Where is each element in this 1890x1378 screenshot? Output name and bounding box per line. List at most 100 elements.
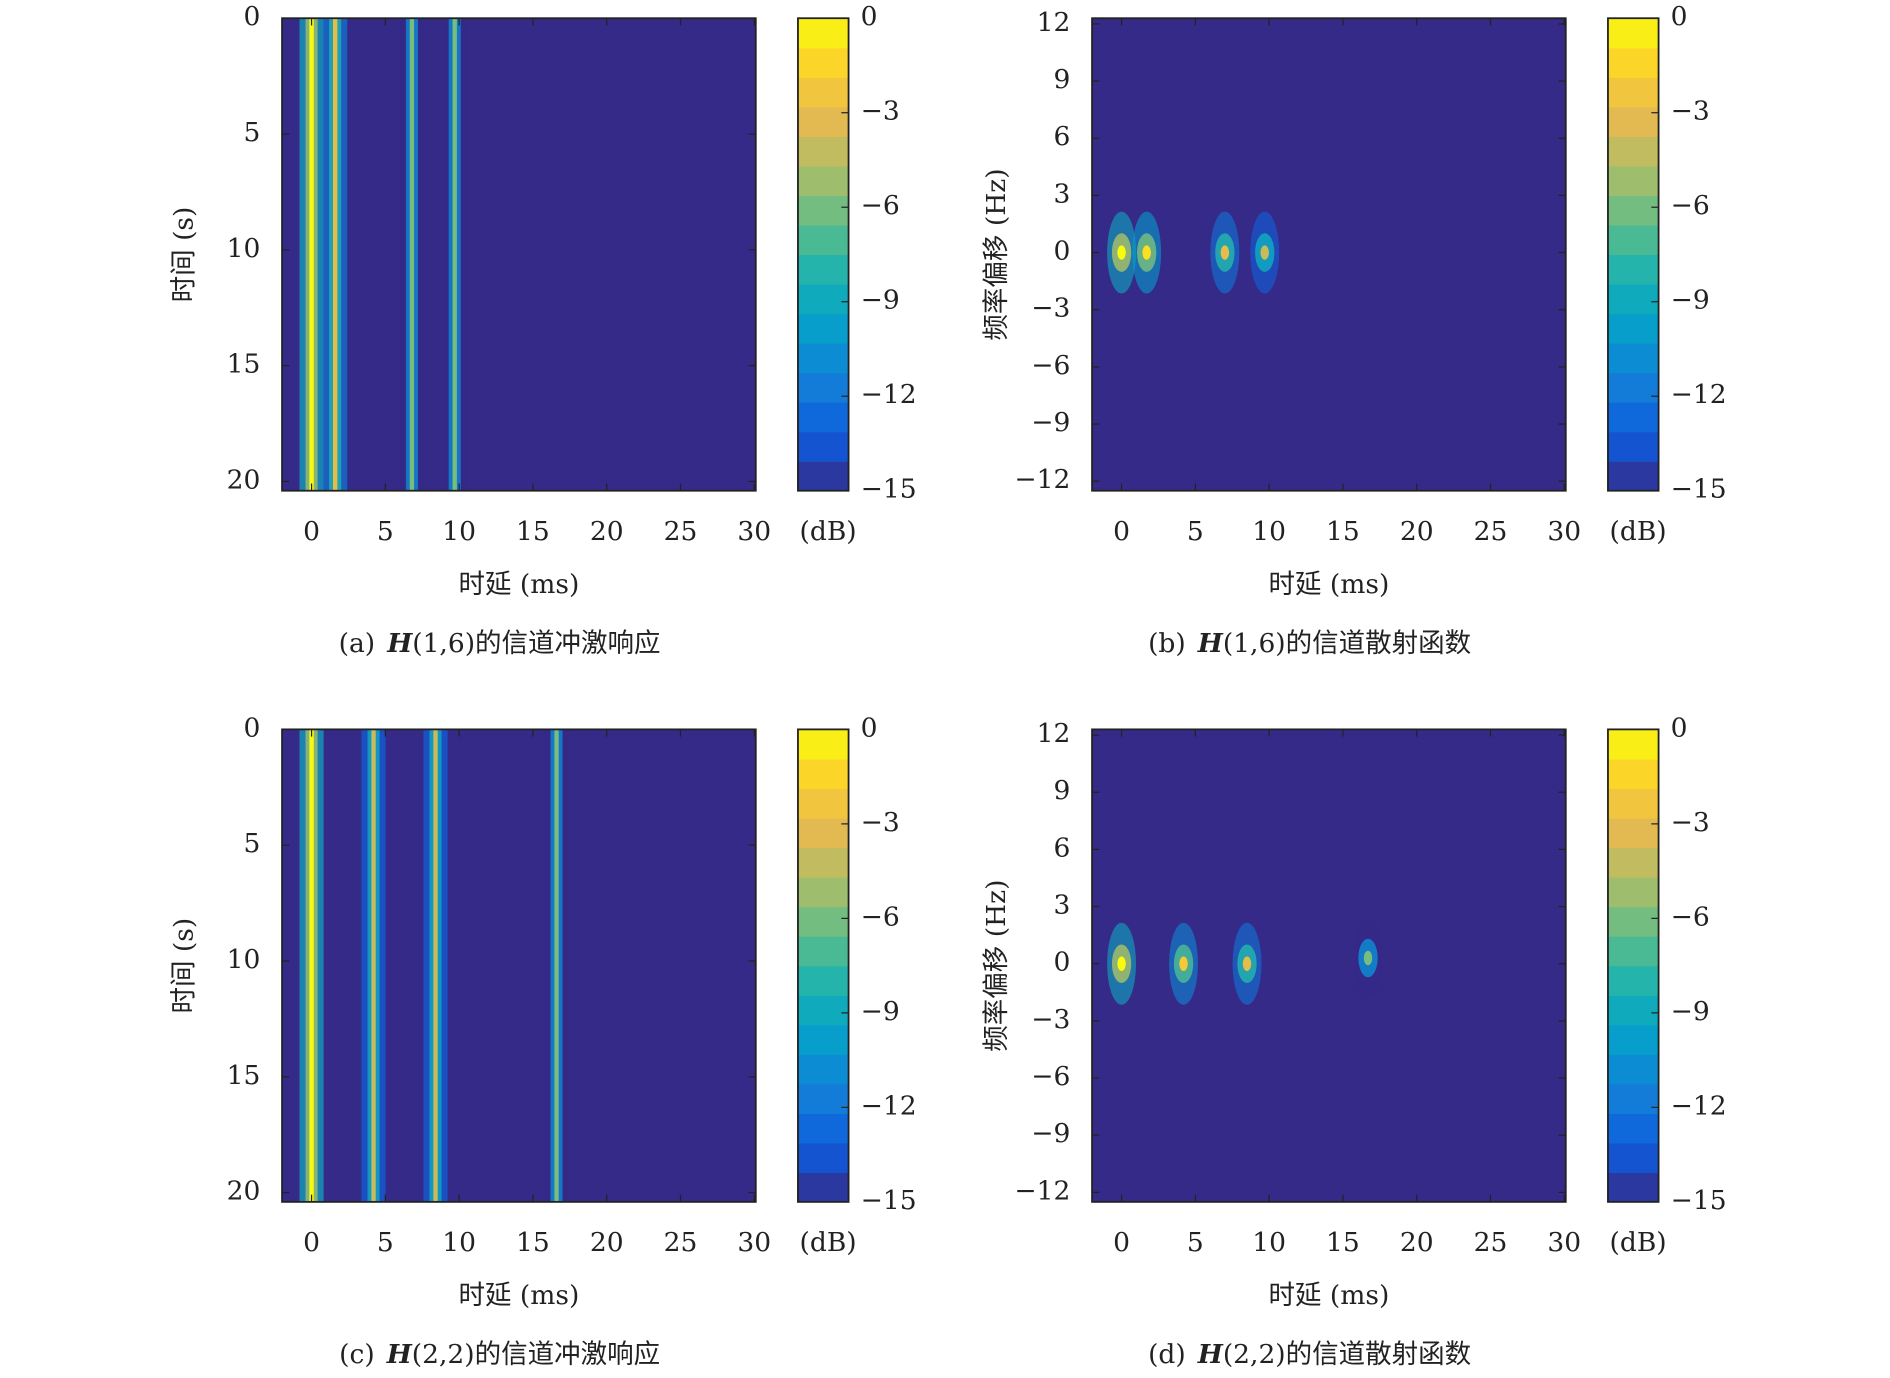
colorbar-band [797,788,849,819]
colorbar-band [797,372,849,403]
x-tick-label: 10 [1252,1227,1286,1258]
x-tick-label: 25 [1474,1227,1508,1258]
plot-frame [1091,728,1567,1203]
y-tick-label: 0 [1053,236,1070,267]
x-tick-label: 5 [1187,1227,1204,1258]
colorbar-band [1607,877,1659,908]
x-tick-label: 15 [1326,516,1360,547]
caption-text: (1,6)的信道散射函数 [1223,628,1471,659]
caption: (a) H(1,6)的信道冲激响应 [339,628,661,659]
x-tick-label: 30 [737,516,771,547]
colorbar-band [797,729,849,760]
colorbar-band [797,936,849,967]
colorbar-band [797,165,849,197]
colorbar-band [797,402,849,433]
colorbar-tick-label: −15 [861,474,917,505]
caption-label: (a) [339,628,375,659]
y-tick-label: 9 [1053,775,1070,806]
x-tick-label: 30 [1547,1227,1581,1258]
x-tick-label: 5 [1187,516,1204,547]
colorbar-band [797,106,849,137]
colorbar-band [797,965,849,996]
y-axis-label: 时间 (s) [169,207,200,303]
colorbar-band [1607,729,1659,760]
colorbar-band [1607,788,1659,819]
x-tick-label: 5 [377,1227,394,1258]
scatter-peak [1117,245,1126,260]
y-tick-label: −9 [1031,1118,1070,1149]
plot-frame [281,17,757,492]
y-tick-label: −12 [1014,464,1070,495]
colorbar-tick-label: −15 [861,1185,917,1216]
colorbar-tick-label: −12 [861,1090,917,1121]
x-tick-label: 0 [303,516,320,547]
colorbar-band [797,877,849,908]
x-tick-label: 20 [1400,1227,1434,1258]
colorbar-band [1607,136,1659,167]
colorbar-band [1607,758,1659,790]
y-tick-label: 0 [243,712,260,743]
y-tick-label: −12 [1014,1175,1070,1206]
y-tick-label: 0 [1053,947,1070,978]
y-tick-label: 6 [1053,832,1070,863]
colorbar-band [797,1083,849,1114]
colorbar-tick-label: −15 [1671,474,1727,505]
colorbar-band [1607,224,1659,256]
y-axis-label: 频率偏移 (Hz) [981,168,1012,340]
path-ridge [433,729,438,1202]
y-tick-label: 15 [227,349,261,380]
colorbar-band [1607,165,1659,197]
colorbar-band [1607,431,1659,462]
path-ridge [333,18,338,491]
caption-text: (2,2)的信道冲激响应 [412,1339,660,1370]
colorbar-band [797,18,849,49]
colorbar-band [797,431,849,462]
colorbar-band [1607,817,1659,849]
colorbar-band [1607,402,1659,433]
y-tick-label: 5 [243,828,260,859]
colorbar-band [1607,906,1659,937]
colorbar-band [1607,1054,1659,1085]
plot-frame [1091,17,1567,492]
colorbar-band [797,758,849,790]
colorbar-band [797,906,849,937]
colorbar-band [1607,284,1659,315]
x-tick-label: 5 [377,516,394,547]
path-ridge [409,18,415,491]
colorbar-tick-label: −3 [1671,807,1710,838]
colorbar-band [1607,1172,1659,1203]
y-tick-label: −3 [1031,1004,1070,1035]
colorbar-band [797,461,849,492]
colorbar-band [797,817,849,849]
y-tick-label: 0 [243,1,260,32]
y-tick-label: 20 [227,1176,261,1207]
x-tick-label: 25 [1474,516,1508,547]
y-tick-label: 3 [1053,178,1070,209]
path-ridge [452,18,457,491]
colorbar-frame [1607,17,1660,492]
colorbar-label: (dB) [1610,516,1667,547]
scatter-peak [1179,956,1188,971]
scatter-peak [1242,956,1252,971]
colorbar-band [1607,965,1659,996]
colorbar-tick-label: −6 [861,901,900,932]
plot-background [1092,18,1566,491]
colorbar-band [1607,343,1659,374]
colorbar-tick-label: −3 [861,807,900,838]
colorbar-band [797,1172,849,1203]
x-tick-label: 0 [1113,1227,1130,1258]
x-tick-label: 25 [664,516,698,547]
path-ridge [309,729,314,1202]
caption-matrix: H [1197,628,1224,659]
colorbar-band [1607,1142,1659,1173]
colorbar-tick-label: −3 [1671,96,1710,127]
colorbar-band [797,1024,849,1055]
colorbar-band [797,1142,849,1173]
y-tick-label: 12 [1037,7,1071,38]
x-axis-label: 时延 (ms) [1268,1280,1389,1311]
colorbar-tick-label: −6 [1671,901,1710,932]
colorbar-band [1607,461,1659,492]
y-tick-label: −3 [1031,293,1070,324]
x-tick-label: 10 [442,1227,476,1258]
caption: (d) H(2,2)的信道散射函数 [1148,1339,1471,1370]
